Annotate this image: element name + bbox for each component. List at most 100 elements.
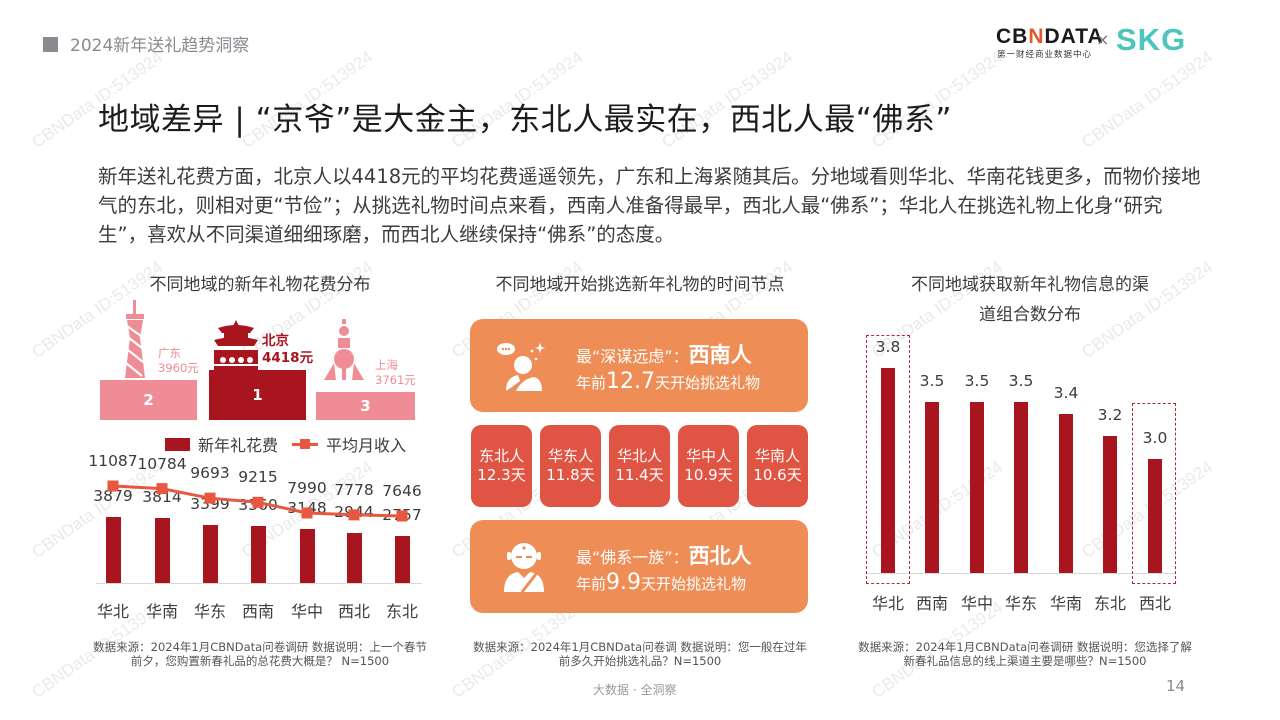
podium-rank-2: 2: [100, 380, 197, 420]
tile-region: 华南人: [754, 447, 800, 465]
summary-paragraph: 新年送礼花费方面，北京人以4418元的平均花费遥遥领先，广东和上海紧随其后。分地…: [98, 165, 1201, 246]
x-category-label: 华东: [193, 602, 227, 621]
x-category-label: 西北: [337, 602, 371, 621]
podium-rank-3: 3: [316, 392, 415, 420]
watermark-text: CBNData ID:513924: [1078, 457, 1217, 562]
channel-bar: [1059, 413, 1073, 573]
channel-value-label: 3.2: [1097, 406, 1123, 425]
top-card-days: 年前12.7天开始挑选礼物: [576, 369, 761, 394]
income-line-marker: [204, 492, 216, 504]
region-day-tile: 华北人 11.4天: [609, 425, 670, 507]
channel-value-label: 3.5: [1008, 372, 1034, 391]
tile-days: 10.9天: [684, 466, 733, 484]
left-chart-legend: 新年礼花费 平均月收入: [165, 432, 406, 456]
legend-line-label: 平均月收入: [326, 436, 407, 455]
skg-logo: SKG: [1116, 22, 1187, 57]
bottom-card-days: 年前9.9天开始挑选礼物: [576, 570, 747, 595]
income-value-label: 9693: [190, 464, 230, 483]
footer-tagline: 大数据 · 全洞察: [593, 683, 677, 697]
x-category-label: 华北: [96, 602, 130, 621]
x-category-label: 华中: [290, 602, 324, 621]
spending-value-label: 3148: [287, 499, 327, 518]
tile-days: 11.8天: [546, 466, 595, 484]
region-day-tile: 东北人 12.3天: [471, 425, 532, 507]
x-category-label: 东北: [1093, 594, 1127, 613]
spending-value-label: 3814: [142, 488, 182, 507]
city-label-shanghai: 上海 3761元: [375, 358, 416, 387]
page-number: 14: [1166, 677, 1186, 695]
x-category-label: 东北: [385, 602, 419, 621]
cbndata-logo-subtitle: 第一财经商业数据中心: [997, 50, 1093, 60]
highlight-box-xibei: [1132, 403, 1176, 584]
city-label-beijing: 北京 4418元: [262, 333, 314, 366]
spending-value-label: 3399: [190, 495, 230, 514]
bottom-card-headline: 最“佛系一族”：西北人: [576, 544, 752, 568]
middle-chart-note: 数据来源：2024年1月CBNData问卷调 数据说明：您一般在过年前多久开始挑…: [473, 640, 807, 668]
tile-days: 12.3天: [477, 466, 526, 484]
left-chart-title: 不同地域的新年礼物花费分布: [149, 275, 371, 295]
x-category-label: 华北: [871, 594, 905, 613]
income-value-label: 7990: [287, 479, 327, 497]
highlight-box-huabei: [866, 335, 910, 584]
right-chart-title: 不同地域获取新年礼物信息的渠 道组合数分布: [911, 275, 1149, 325]
spending-bar: [394, 536, 410, 583]
monk-icon: [504, 543, 544, 593]
x-axis-line: [866, 573, 1176, 574]
spending-bar: [154, 518, 170, 583]
income-line-marker: [156, 483, 168, 495]
income-value-label: 10784: [137, 454, 187, 473]
header-square-icon: [43, 37, 58, 52]
watermark-text: CBNData ID:513924: [238, 457, 377, 562]
podium-rank-1: 1: [209, 370, 306, 420]
left-chart-note: 数据来源：2024年1月CBNData问卷调研 数据说明：上一个春节前夕，您购置…: [93, 640, 427, 668]
legend-line-swatch: [292, 437, 319, 451]
city-label-guangdong: 广东 3960元: [158, 346, 199, 375]
x-category-label: 华中: [960, 594, 994, 613]
report-title: 2024新年送礼趋势洞察: [70, 36, 250, 56]
channel-bar: [881, 368, 895, 573]
legend-bar-swatch: [165, 437, 190, 451]
channel-value-label: 3.8: [875, 338, 901, 356]
income-value-label: 9215: [238, 468, 278, 487]
tile-days: 11.4天: [615, 466, 664, 484]
income-line-marker: [396, 510, 408, 522]
beijing-palace-icon: [214, 320, 258, 370]
tile-region: 东北人: [478, 447, 524, 465]
cbndata-logo: CBNDATA: [996, 25, 1104, 48]
channel-value-label: 3.5: [919, 372, 945, 391]
x-category-label: 西南: [915, 594, 949, 613]
right-chart-note: 数据来源：2024年1月CBNData问卷调研 数据说明：您选择了解新春礼品信息…: [858, 640, 1192, 668]
channel-bar: [970, 402, 984, 573]
top-card-southwest: 最“深谋远虑”：西南人 年前12.7天开始挑选礼物: [470, 319, 808, 412]
income-line-marker: [348, 509, 360, 521]
spending-bar: [299, 529, 315, 583]
logo-separator: ×: [1096, 30, 1110, 49]
spending-value-label: 3879: [93, 487, 133, 505]
x-category-label: 西南: [241, 602, 275, 621]
oriental-pearl-tower-icon: [324, 319, 364, 380]
spending-value-label: 2944: [334, 502, 374, 521]
channel-bar: [925, 402, 939, 573]
spending-bar: [105, 517, 121, 583]
bottom-card-northwest: 最“佛系一族”：西北人 年前9.9天开始挑选礼物: [470, 520, 808, 613]
x-category-label: 华南: [1049, 594, 1083, 613]
spending-bar: [346, 532, 362, 583]
income-value-label: 7646: [382, 482, 422, 500]
channel-bar: [1014, 402, 1028, 573]
x-category-label: 华东: [1004, 594, 1038, 613]
thinking-person-icon: [497, 343, 545, 391]
channel-value-label: 3.5: [964, 372, 990, 391]
x-category-label: 华南: [145, 602, 179, 621]
watermark-text: CBNData ID:513924: [868, 457, 1007, 562]
spending-value-label: 2757: [382, 506, 422, 525]
income-line-marker: [252, 496, 264, 508]
watermark-text: CBNData ID:513924: [1078, 47, 1217, 152]
tile-region: 华北人: [616, 447, 662, 465]
canton-tower-icon: [125, 300, 145, 378]
region-day-tile: 华中人 10.9天: [678, 425, 739, 507]
income-line-marker: [107, 480, 119, 492]
legend-bar-label: 新年礼花费: [198, 436, 279, 455]
channel-bar: [1148, 459, 1162, 573]
spending-value-label: 3360: [238, 495, 278, 514]
x-category-label: 西北: [1138, 594, 1172, 613]
